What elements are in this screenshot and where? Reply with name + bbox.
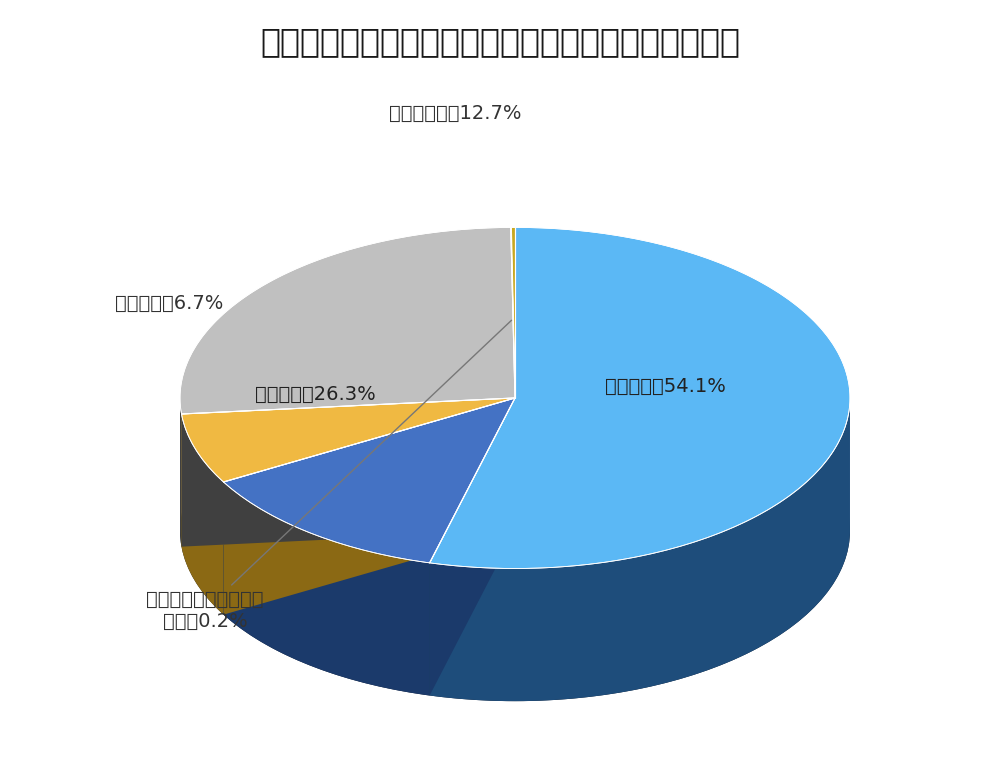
Polygon shape xyxy=(181,414,223,615)
Polygon shape xyxy=(430,398,515,696)
Text: 脳血管（廃用症候群）
　　　0.2%: 脳血管（廃用症候群） 0.2% xyxy=(146,321,512,631)
Polygon shape xyxy=(223,398,515,615)
Polygon shape xyxy=(180,398,181,547)
Polygon shape xyxy=(180,227,515,414)
Polygon shape xyxy=(223,398,515,615)
Polygon shape xyxy=(430,399,850,701)
Text: 心大血管，　12.7%: 心大血管， 12.7% xyxy=(389,104,521,124)
Text: 運動器，　26.3%: 運動器， 26.3% xyxy=(255,384,375,404)
Polygon shape xyxy=(181,398,515,547)
Text: 呼吸器，　6.7%: 呼吸器， 6.7% xyxy=(115,293,223,313)
Text: 図１　区分別リハビリテーションの取り扱い延べ人数: 図１ 区分別リハビリテーションの取り扱い延べ人数 xyxy=(260,25,740,58)
Text: 脳血管，　54.1%: 脳血管， 54.1% xyxy=(605,377,725,396)
Polygon shape xyxy=(223,482,430,696)
Polygon shape xyxy=(223,398,515,563)
Polygon shape xyxy=(181,398,515,482)
Polygon shape xyxy=(430,227,850,568)
Ellipse shape xyxy=(180,360,850,701)
Polygon shape xyxy=(430,398,515,696)
Polygon shape xyxy=(511,227,515,398)
Polygon shape xyxy=(181,398,515,547)
